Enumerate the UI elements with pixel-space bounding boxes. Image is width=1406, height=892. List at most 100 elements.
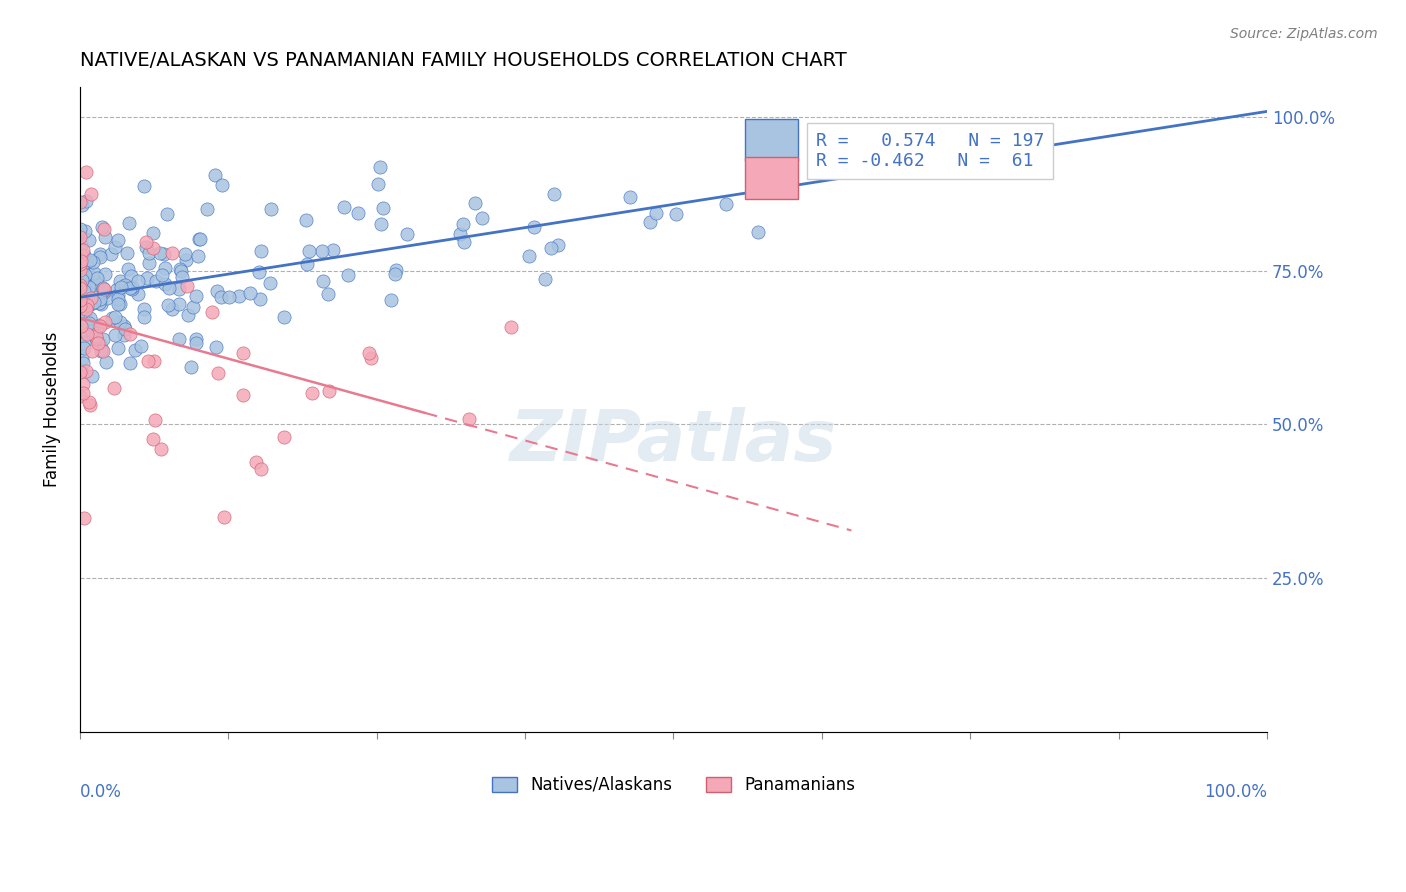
Point (155, 277, 177, 292)
Point (117, 262, 139, 277)
Point (93, 221, 115, 235)
Point (70, 351, 93, 365)
Point (114, 277, 136, 292)
Point (273, 310, 295, 324)
Point (69, 194, 91, 209)
Point (70, 298, 93, 312)
Point (453, 235, 475, 249)
Point (69, 228, 91, 243)
Point (104, 310, 127, 324)
Point (150, 442, 173, 456)
Point (121, 280, 143, 294)
Point (249, 293, 271, 307)
Point (107, 292, 129, 306)
Point (138, 246, 160, 260)
Point (451, 217, 474, 231)
Point (94, 229, 117, 244)
Point (105, 282, 128, 296)
FancyBboxPatch shape (745, 158, 799, 200)
Point (104, 240, 127, 254)
Point (77, 298, 100, 312)
Point (156, 298, 179, 312)
Point (90, 296, 112, 310)
Point (90, 343, 112, 357)
Point (89, 246, 111, 260)
Point (80, 187, 103, 202)
Point (79, 310, 101, 325)
Point (132, 178, 155, 193)
Point (86, 271, 108, 285)
Point (69, 229, 91, 244)
Point (75, 318, 97, 332)
Point (112, 327, 135, 342)
Point (124, 343, 146, 357)
Point (120, 356, 142, 370)
Point (69, 230, 91, 244)
Point (311, 244, 333, 258)
Point (69, 271, 91, 285)
Point (83, 295, 105, 310)
Point (69, 365, 91, 379)
Point (77, 233, 100, 247)
Point (93, 285, 115, 299)
Point (69, 279, 91, 293)
Point (371, 201, 394, 215)
Point (245, 455, 267, 469)
Point (69, 281, 91, 295)
Point (547, 238, 569, 252)
Point (70, 197, 93, 211)
Point (72, 291, 94, 305)
Point (73, 223, 96, 237)
Point (75, 307, 97, 321)
Point (250, 244, 273, 258)
Point (368, 160, 391, 174)
Point (69, 222, 91, 236)
Point (619, 190, 641, 204)
Point (69, 238, 91, 252)
Point (135, 235, 157, 249)
Point (83, 266, 105, 280)
Point (153, 247, 176, 261)
Point (87, 318, 110, 333)
Point (94, 314, 117, 328)
Point (75, 254, 97, 268)
Point (156, 207, 179, 221)
Point (135, 240, 157, 254)
Point (142, 432, 165, 446)
Point (69, 270, 91, 285)
Point (232, 346, 254, 360)
Point (247, 265, 270, 279)
Point (69, 263, 91, 277)
Point (72, 336, 94, 351)
Point (75, 364, 97, 378)
Point (76, 326, 98, 341)
Point (273, 430, 295, 444)
Point (69, 299, 91, 313)
Point (136, 354, 159, 368)
Point (77, 316, 100, 330)
Point (135, 271, 157, 285)
Point (167, 282, 190, 296)
Point (149, 245, 172, 260)
Point (86, 329, 108, 343)
Point (112, 318, 135, 333)
Point (204, 340, 226, 354)
Text: ZIPatlas: ZIPatlas (510, 407, 837, 475)
Point (75, 194, 97, 208)
Point (110, 280, 132, 294)
Point (80, 291, 103, 305)
Point (543, 187, 565, 202)
Point (84, 275, 107, 289)
Point (228, 289, 250, 303)
Point (294, 213, 316, 227)
Point (101, 311, 124, 326)
Point (218, 290, 240, 304)
Point (76, 298, 98, 312)
Point (107, 233, 129, 247)
Point (523, 220, 546, 235)
Point (155, 260, 177, 275)
Point (748, 162, 770, 177)
Point (205, 284, 228, 298)
Y-axis label: Family Households: Family Households (44, 331, 60, 487)
Point (188, 232, 211, 246)
